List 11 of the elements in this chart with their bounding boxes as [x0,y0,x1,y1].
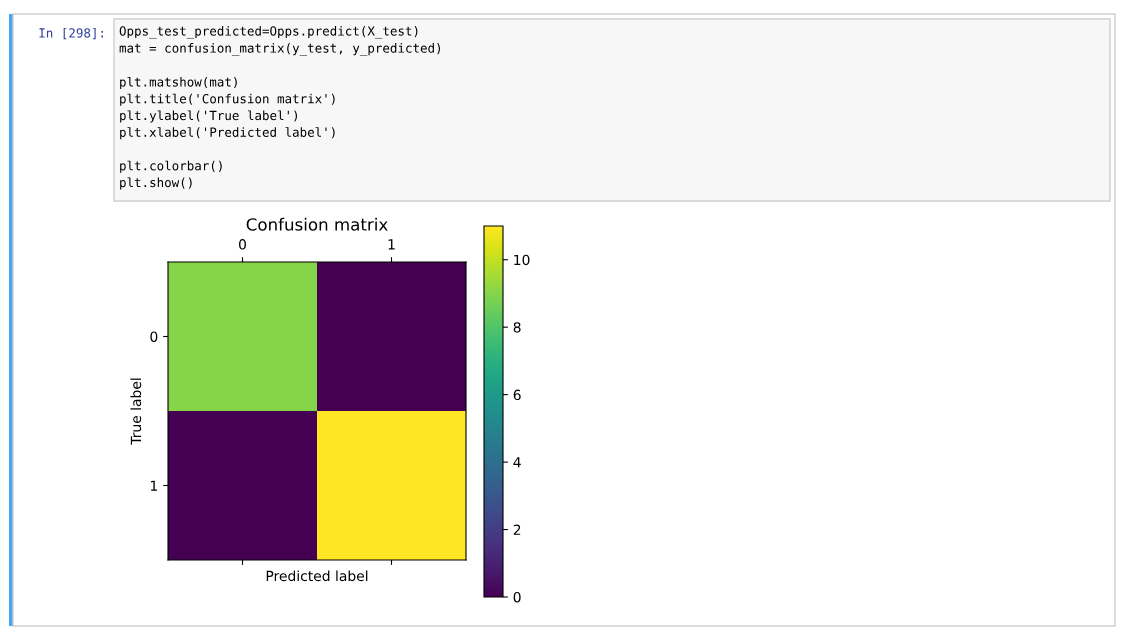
text: In [298]: [39,27,103,40]
color-bar-label: 4 [513,457,521,468]
color-bar-label: 8 [513,322,521,333]
chart-title: Confusion matrix [246,217,388,231]
color-bar-label: 6 [513,389,521,401]
color-bar-label: 0 [513,591,521,603]
text: Opps_test_predicted=Opps.predict(X_test) mat = confusion_matrix(y_test, y_predicted) plt.matshow(mat) plt.title('Confusion matrix') plt.ylabel('True label') plt.xlabel('Predicted label') plt.colorbar() plt.show() [119,26,440,190]
x-axis-title: Predicted label [266,570,368,582]
color-bar-label: 10 [514,254,530,266]
y-axis-title: True label [130,378,142,445]
color-bar-label: 2 [513,524,521,535]
